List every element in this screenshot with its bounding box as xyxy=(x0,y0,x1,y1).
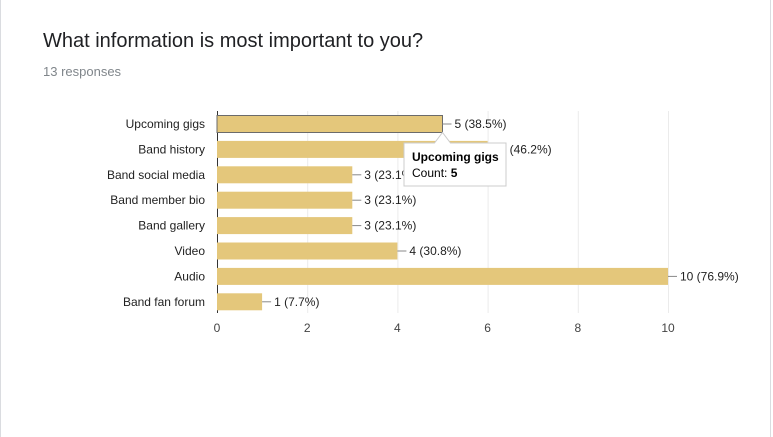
data-label: 4 (30.8%) xyxy=(409,244,461,258)
category-label: Band social media xyxy=(107,168,205,182)
data-label: 3 (23.1%) xyxy=(364,193,416,207)
response-count: 13 responses xyxy=(43,64,122,79)
tooltip-title: Upcoming gigs xyxy=(412,150,499,164)
tooltip: Upcoming gigs Count: 5 xyxy=(403,131,507,187)
category-label: Band gallery xyxy=(138,219,205,233)
x-tick-label: 8 xyxy=(574,321,581,335)
bar[interactable] xyxy=(217,267,668,285)
data-label: 10 (76.9%) xyxy=(680,269,739,283)
category-label: Upcoming gigs xyxy=(126,117,205,131)
data-label: 3 (23.1%) xyxy=(364,168,416,182)
category-label: Band fan forum xyxy=(123,295,205,309)
category-label: Band history xyxy=(138,142,205,156)
x-axis: 0 2 4 6 8 10 xyxy=(214,321,675,335)
bar[interactable] xyxy=(216,115,443,133)
data-label: 6 (46.2%) xyxy=(500,142,552,156)
x-tick-label: 6 xyxy=(484,321,491,335)
bar[interactable] xyxy=(217,242,398,260)
category-label: Video xyxy=(175,244,206,258)
category-label: Audio xyxy=(174,269,205,283)
bar[interactable] xyxy=(217,217,353,235)
question-title: What information is most important to yo… xyxy=(43,30,424,52)
bar[interactable] xyxy=(217,191,353,209)
data-label: 1 (7.7%) xyxy=(274,295,319,309)
bar[interactable] xyxy=(217,293,263,311)
tooltip-count: Count: 5 xyxy=(412,166,458,180)
data-label: 3 (23.1%) xyxy=(364,219,416,233)
bar[interactable] xyxy=(217,166,353,184)
x-tick-label: 4 xyxy=(394,321,401,335)
data-label: 5 (38.5%) xyxy=(455,117,507,131)
x-tick-label: 10 xyxy=(661,321,675,335)
x-tick-label: 2 xyxy=(304,321,311,335)
category-label: Band member bio xyxy=(110,193,205,207)
x-tick-label: 0 xyxy=(214,321,221,335)
tooltip-box xyxy=(403,131,507,187)
